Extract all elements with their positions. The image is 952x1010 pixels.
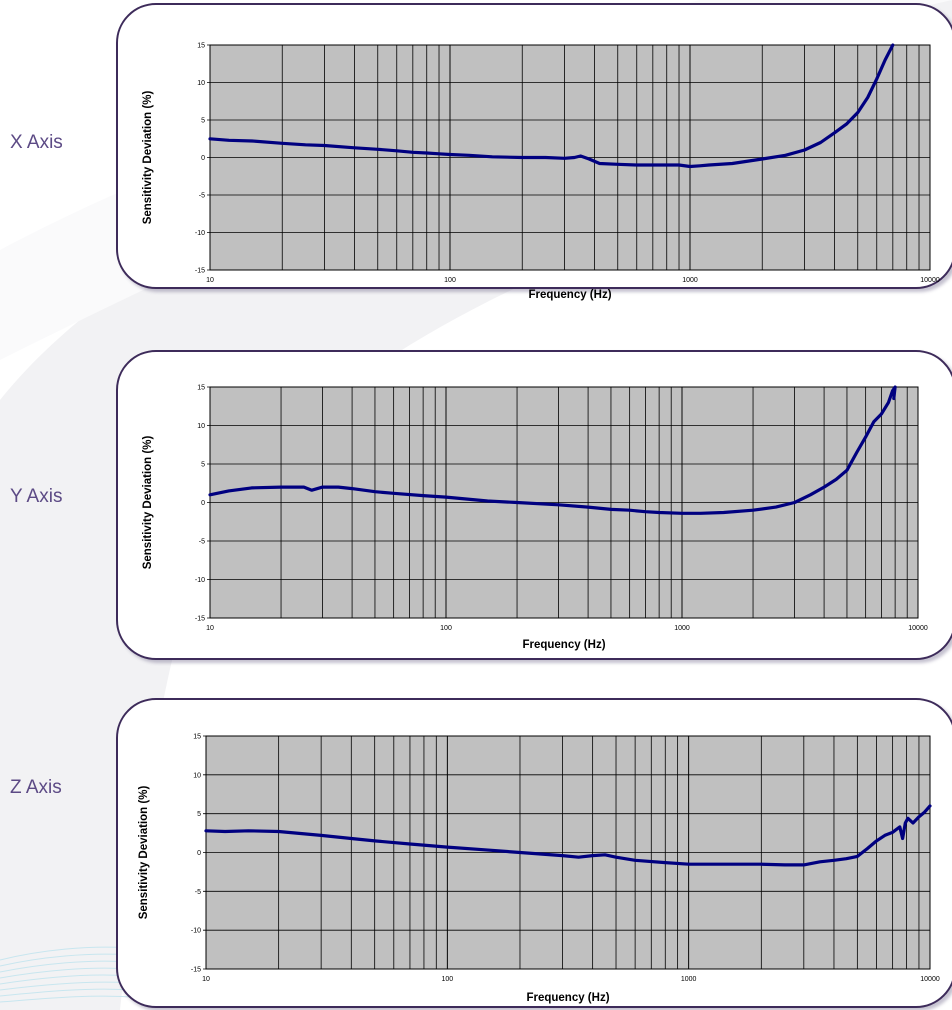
plot-border [209,44,931,271]
plot-border [209,386,919,619]
x-tick-label: 100 [440,625,452,632]
x-axis-name: X Axis [10,132,63,153]
x-axis-label: Frequency (Hz) [528,289,611,301]
y-tick-label: 15 [197,43,205,50]
z-axis-chart-panel: 15 10 5 0 -5 -10 -15 10 100 1000 10000 Frequency (H… [116,698,952,1008]
x-tick-label: 100 [444,277,456,284]
y-tick-label: -10 [195,230,205,237]
z-axis-name: Z Axis [10,777,62,798]
y-tick-label: 10 [193,772,201,779]
y-tick-label: -5 [195,889,201,896]
y-tick-label: 5 [201,118,205,125]
plot-border [205,735,931,970]
x-tick-label: 10000 [920,976,940,983]
x-tick-label: 100 [441,976,453,983]
y-tick-label: 10 [197,423,205,430]
y-axis-name: Y Axis [10,486,63,507]
y-axis-label: Sensitivity Deviation (%) [138,786,150,920]
y-axis-label: Sensitivity Deviation (%) [142,91,154,225]
y-tick-label: -5 [199,193,205,200]
y-tick-label: 5 [197,811,201,818]
x-tick-label: 1000 [682,277,698,284]
y-tick-label: 15 [193,734,201,741]
x-tick-label: 1000 [674,625,690,632]
x-axis-label: Frequency (Hz) [522,639,605,651]
x-tick-label: 10 [206,625,214,632]
y-tick-label: 0 [197,850,201,857]
y-axis-label: Sensitivity Deviation (%) [142,436,154,570]
y-tick-label: -15 [195,268,205,275]
x-tick-label: 10 [202,976,210,983]
x-tick-label: 1000 [681,976,697,983]
y-tick-label: -15 [195,616,205,623]
y-tick-label: 5 [201,462,205,469]
series-line [204,804,932,867]
y-tick-label: -10 [191,928,201,935]
series-line [208,43,895,169]
series-line [208,385,897,515]
y-tick-label: 15 [197,385,205,392]
y-tick-label: 10 [197,80,205,87]
y-tick-label: 0 [201,155,205,162]
x-axis-chart-panel: 15 10 5 0 -5 -10 -15 10 100 1000 10000 Frequency (H… [116,3,952,302]
y-tick-label: -15 [191,967,201,974]
y-tick-label: -5 [199,539,205,546]
x-axis-label: Frequency (Hz) [526,992,609,1004]
x-tick-label: 10 [206,277,214,284]
y-tick-label: -10 [195,577,205,584]
x-tick-label: 10000 [908,625,928,632]
y-axis-chart-panel: 15 10 5 0 -5 -10 -15 10 100 1000 10000 Frequency (H… [116,350,952,660]
y-tick-label: 0 [201,500,205,507]
x-tick-label: 10000 [920,277,940,284]
gridlines [207,386,919,619]
